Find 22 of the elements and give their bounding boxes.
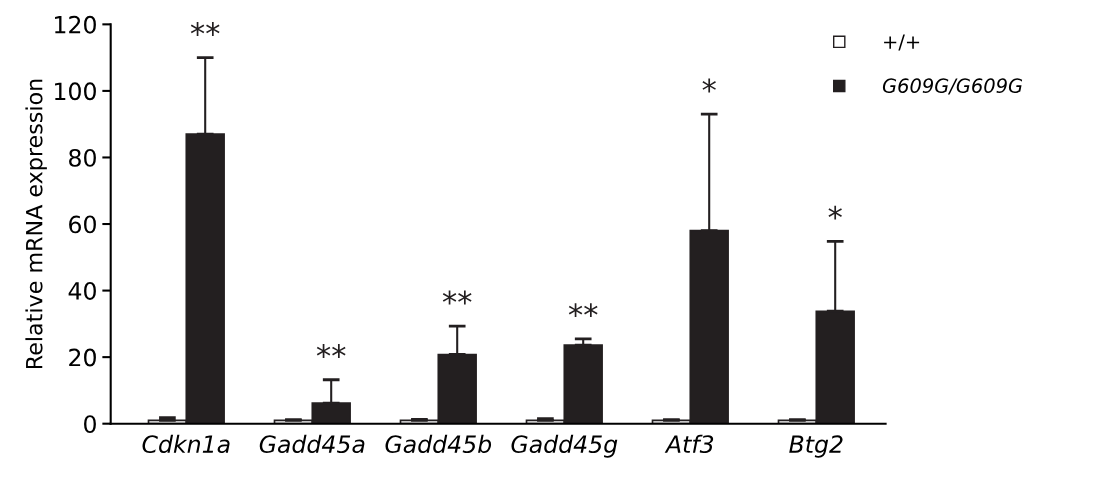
legend-label: +/+ <box>884 34 920 51</box>
annotation: * <box>828 205 842 220</box>
x-tick-label: Atf3 <box>664 434 714 454</box>
annotation: ** <box>190 21 220 36</box>
y-tick-label: 0 <box>84 415 96 433</box>
y-tick-label: 40 <box>68 282 96 300</box>
y-tick-label: 80 <box>69 148 96 167</box>
annotation: ** <box>442 290 472 305</box>
x-tick-label: Cdkn1a <box>142 434 230 454</box>
legend-label: G609G/G609G <box>882 78 1023 95</box>
y-tick-label: 60 <box>69 215 96 234</box>
y-axis-title: Relative mRNA expression <box>25 79 47 369</box>
x-tick-label: Gadd45g <box>511 434 618 458</box>
annotation: ** <box>568 303 598 318</box>
x-tick-label: Btg2 <box>789 435 843 458</box>
y-tick-label: 120 <box>55 15 96 34</box>
annotation: * <box>702 78 716 93</box>
x-tick-label: Gadd45b <box>385 434 492 454</box>
x-tick-label: Gadd45a <box>259 434 365 454</box>
annotation: ** <box>316 344 346 359</box>
y-tick-label: 100 <box>55 82 96 101</box>
y-tick-label: 20 <box>69 348 96 367</box>
